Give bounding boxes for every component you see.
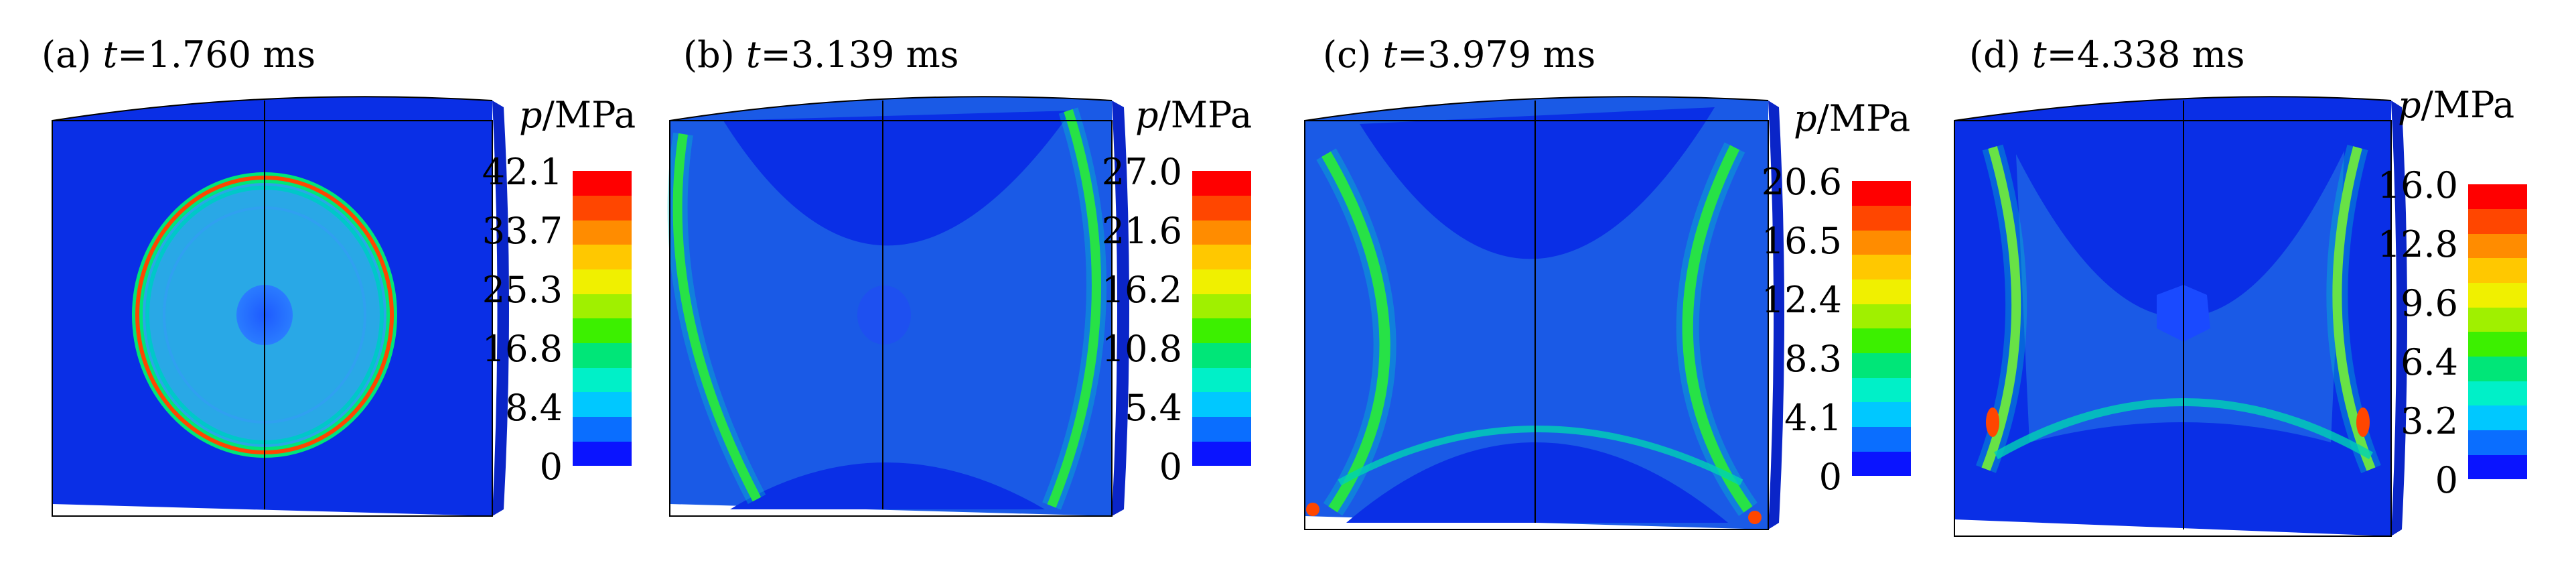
colorbar-band <box>573 171 632 196</box>
ticks-c: 20.6 16.5 12.4 8.3 4.1 0 <box>1741 164 1842 495</box>
tick-label: 12.4 <box>1761 279 1842 321</box>
tick-label: 8.3 <box>1784 338 1842 380</box>
colorbar-band <box>1192 392 1251 418</box>
colorbar-band <box>573 416 632 442</box>
colorbar-band <box>573 195 632 220</box>
tick-label: 33.7 <box>482 210 563 252</box>
colorbar-band <box>1852 377 1911 403</box>
panel-b: (b) t=3.139 ms p/MPa 27.0 21.6 16.2 10.8… <box>643 0 1286 567</box>
tick-label: 3.2 <box>2401 400 2458 442</box>
colorbar-band <box>573 318 632 344</box>
tick-label: 10.8 <box>1101 328 1182 370</box>
tick-label: 12.8 <box>2377 223 2458 265</box>
colorbar-band <box>1852 230 1911 255</box>
colorbar-band <box>1192 367 1251 393</box>
colorbar-band <box>2468 282 2527 308</box>
tick-label: 5.4 <box>1125 387 1182 429</box>
caption-c: (c) t=3.979 ms <box>1323 34 1596 76</box>
colorbar-band <box>573 441 632 466</box>
colorbar-band <box>2468 332 2527 357</box>
tick-label: 0 <box>2435 459 2458 501</box>
ticks-b: 27.0 21.6 16.2 10.8 5.4 0 <box>1082 154 1182 485</box>
colorbar-band <box>1192 294 1251 319</box>
colorbar-band <box>1192 416 1251 442</box>
ticks-a: 42.1 33.7 25.3 16.8 8.4 0 <box>462 154 563 485</box>
tick-label: 16.2 <box>1101 269 1182 311</box>
colorbar-band <box>2468 430 2527 455</box>
colorbar-band <box>1192 220 1251 245</box>
legend-title-b: p/MPa <box>1135 94 1253 136</box>
colorbar-c <box>1852 181 1911 477</box>
tick-label: 4.1 <box>1784 397 1842 439</box>
colorbar-band <box>1192 342 1251 368</box>
colorbar-d <box>2468 184 2527 480</box>
colorbar-band <box>1852 328 1911 354</box>
tick-label: 27.0 <box>1101 151 1182 193</box>
pressure-field-b <box>667 96 1129 517</box>
colorbar-band <box>1852 402 1911 428</box>
colorbar-band <box>1852 255 1911 280</box>
ticks-d: 16.0 12.8 9.6 6.4 3.2 0 <box>2358 168 2458 499</box>
caption-d: (d) t=4.338 ms <box>1969 34 2245 76</box>
colorbar-band <box>573 269 632 294</box>
colorbar-band <box>1192 245 1251 270</box>
colorbar-band <box>1192 171 1251 196</box>
colorbar-band <box>1192 441 1251 466</box>
panel-c: (c) t=3.979 ms p/MPa 20.6 16.5 12.4 8.3 … <box>1286 0 1929 567</box>
tick-label: 0 <box>1159 446 1182 488</box>
caption-b: (b) t=3.139 ms <box>683 34 959 76</box>
tick-label: 16.0 <box>2377 164 2458 206</box>
colorbar-band <box>2468 454 2527 480</box>
tick-label: 0 <box>539 446 563 488</box>
colorbar-band <box>1852 181 1911 206</box>
tick-label: 16.5 <box>1761 220 1842 262</box>
tick-label: 8.4 <box>505 387 563 429</box>
colorbar-band <box>1852 279 1911 304</box>
legend-title-d: p/MPa <box>2398 84 2515 126</box>
colorbar-band <box>2468 307 2527 332</box>
pressure-field-a <box>52 96 509 517</box>
colorbar-band <box>573 294 632 319</box>
colorbar-band <box>1852 304 1911 329</box>
tick-label: 0 <box>1818 456 1842 498</box>
caption-a: (a) t=1.760 ms <box>42 34 316 76</box>
colorbar-band <box>2468 233 2527 259</box>
tick-label: 16.8 <box>482 328 563 370</box>
colorbar-band <box>1852 451 1911 477</box>
colorbar-band <box>573 342 632 368</box>
colorbar-band <box>1192 318 1251 344</box>
colorbar-b <box>1192 171 1251 466</box>
colorbar-band <box>573 245 632 270</box>
colorbar-band <box>2468 184 2527 210</box>
colorbar-band <box>573 220 632 245</box>
colorbar-band <box>1192 269 1251 294</box>
panel-d: (d) t=4.338 ms p/MPa 16.0 12.8 9.6 6.4 3… <box>1929 0 2572 567</box>
colorbar-band <box>2468 258 2527 284</box>
pressure-field-c <box>1304 96 1784 530</box>
pressure-field-d <box>1954 96 2407 537</box>
colorbar-a <box>573 171 632 466</box>
tick-label: 42.1 <box>482 151 563 193</box>
tick-label: 25.3 <box>482 269 563 311</box>
colorbar-band <box>2468 208 2527 234</box>
colorbar-band <box>1852 426 1911 452</box>
legend-title-a: p/MPa <box>519 94 636 136</box>
colorbar-band <box>2468 405 2527 431</box>
legend-title-c: p/MPa <box>1794 97 1911 139</box>
panel-a: (a) t=1.760 ms p/MPa 42.1 33.7 25.3 16.8… <box>0 0 643 567</box>
tick-label: 9.6 <box>2401 282 2458 324</box>
colorbar-band <box>573 367 632 393</box>
tick-label: 21.6 <box>1101 210 1182 252</box>
colorbar-band <box>2468 381 2527 406</box>
colorbar-band <box>2468 356 2527 381</box>
tick-label: 6.4 <box>2401 341 2458 383</box>
tick-label: 20.6 <box>1761 161 1842 203</box>
colorbar-band <box>1192 195 1251 220</box>
colorbar-band <box>1852 353 1911 378</box>
colorbar-band <box>573 392 632 418</box>
colorbar-band <box>1852 205 1911 231</box>
